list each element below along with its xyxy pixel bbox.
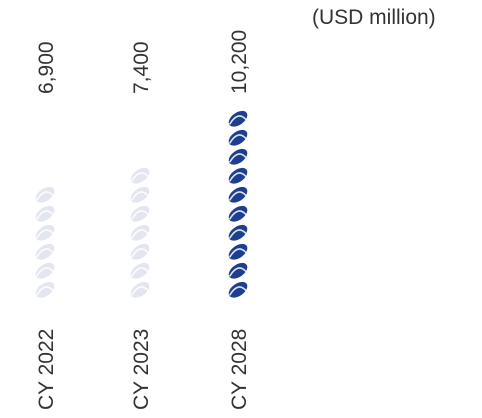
helix-segment	[35, 281, 55, 298]
helix-segment	[130, 281, 150, 298]
value-label-cy-2028: 10,200	[228, 30, 251, 94]
helix-twist	[130, 210, 150, 220]
helix-segment	[228, 224, 248, 241]
helix-twist	[228, 267, 248, 277]
helix-twist	[228, 191, 248, 201]
helix-segment	[130, 205, 150, 222]
unit-label: (USD million)	[312, 6, 436, 29]
helix-segment	[228, 186, 248, 203]
helix-segment	[228, 110, 248, 127]
helix-twist	[35, 248, 55, 258]
helix-twist	[130, 286, 150, 296]
bar-cy-2023	[130, 167, 150, 298]
helix-segment	[35, 205, 55, 222]
helix-twist	[35, 210, 55, 220]
helix-twist	[228, 286, 248, 296]
helix-twist	[130, 229, 150, 239]
helix-twist	[228, 210, 248, 220]
helix-twist	[130, 267, 150, 277]
helix-segment	[228, 262, 248, 279]
bar-cy-2028	[228, 110, 248, 298]
helix-twist	[130, 191, 150, 201]
helix-twist	[228, 153, 248, 163]
category-label-cy-2028: CY 2028	[228, 329, 251, 410]
value-label-cy-2022: 6,900	[35, 41, 58, 94]
helix-twist	[35, 229, 55, 239]
helix-segment	[228, 205, 248, 222]
bar-cy-2022	[35, 186, 55, 298]
helix-twist	[228, 115, 248, 125]
helix-twist	[228, 248, 248, 258]
helix-segment	[35, 186, 55, 203]
helix-segment	[130, 262, 150, 279]
helix-segment	[35, 243, 55, 260]
helix-segment	[228, 243, 248, 260]
category-label-cy-2023: CY 2023	[130, 329, 153, 410]
helix-twist	[130, 172, 150, 182]
value-label-cy-2023: 7,400	[130, 41, 153, 94]
helix-twist	[228, 229, 248, 239]
helix-segment	[130, 243, 150, 260]
helix-twist	[35, 191, 55, 201]
helix-segment	[35, 224, 55, 241]
helix-twist	[130, 248, 150, 258]
helix-twist	[35, 267, 55, 277]
helix-segment	[130, 224, 150, 241]
helix-twist	[35, 286, 55, 296]
helix-segment	[130, 186, 150, 203]
helix-segment	[130, 167, 150, 184]
helix-segment	[228, 129, 248, 146]
helix-segment	[228, 281, 248, 298]
helix-segment	[228, 148, 248, 165]
helix-twist	[228, 134, 248, 144]
category-label-cy-2022: CY 2022	[35, 329, 58, 410]
helix-segment	[228, 167, 248, 184]
helix-twist	[228, 172, 248, 182]
helix-segment	[35, 262, 55, 279]
